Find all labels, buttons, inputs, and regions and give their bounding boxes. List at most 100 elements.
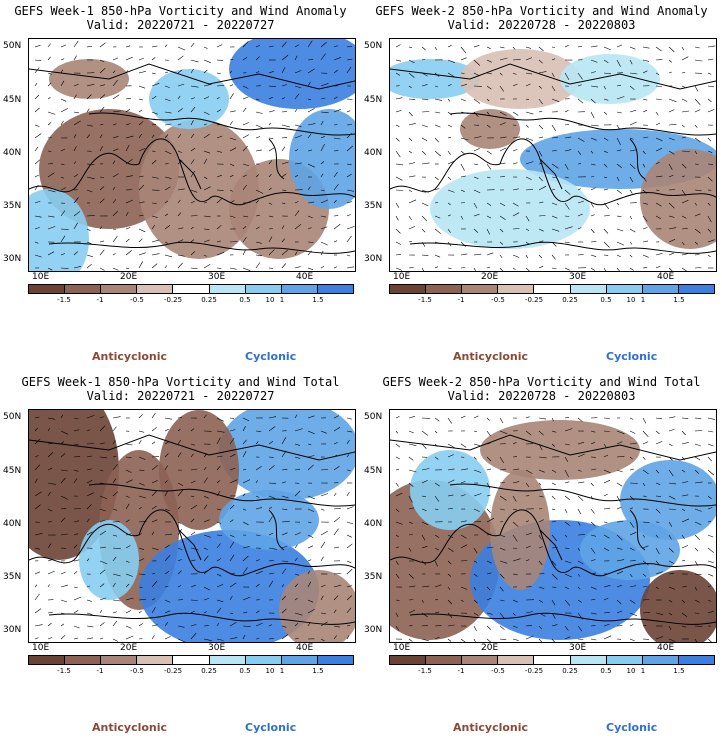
wind-vector: [525, 83, 531, 87]
wind-vector: [707, 176, 713, 182]
wind-vector: [177, 262, 183, 269]
wind-vector: [642, 534, 646, 538]
wind-vector: [268, 482, 277, 484]
coastline: [539, 158, 563, 190]
wind-vector: [590, 559, 596, 562]
wind-vector: [281, 202, 286, 204]
wind-vector: [99, 637, 104, 640]
wind-vector: [255, 124, 263, 129]
wind-vector: [707, 150, 713, 153]
wind-vector: [99, 226, 103, 230]
wind-vector: [255, 98, 260, 101]
wind-vector: [655, 175, 663, 178]
wind-vector: [421, 111, 430, 113]
wind-vector: [460, 163, 465, 171]
wind-vector: [203, 519, 210, 523]
wind-vector: [177, 150, 182, 153]
wind-vector: [307, 40, 313, 48]
wind-vector: [203, 83, 212, 87]
wind-vector: [538, 201, 544, 204]
wind-vector: [616, 189, 622, 194]
wind-vector: [268, 215, 274, 218]
wind-vector: [473, 213, 480, 217]
wind-vector: [242, 96, 249, 100]
wind-vector: [60, 98, 67, 102]
wind-vector: [629, 46, 636, 50]
wind-vector: [486, 517, 495, 523]
wind-vector: [164, 480, 168, 484]
wind-vector: [421, 638, 429, 642]
wind-vector: [346, 173, 352, 178]
wind-vector: [486, 163, 492, 170]
wind-vector: [294, 557, 298, 562]
wind-vector: [499, 202, 506, 207]
wind-vector: [460, 98, 466, 102]
wind-vector: [86, 108, 90, 113]
wind-vector: [694, 612, 700, 614]
wind-vector: [203, 495, 209, 499]
lat-label: 35N: [364, 572, 383, 582]
wind-vector: [86, 189, 93, 193]
wind-vector: [460, 534, 467, 539]
wind-vector: [447, 98, 451, 102]
coastline: [449, 483, 716, 507]
wind-vector: [73, 161, 77, 165]
coastline: [268, 509, 285, 551]
wind-vector: [499, 57, 508, 61]
wind-vector: [577, 521, 581, 526]
wind-vector: [333, 454, 338, 458]
wind-vector: [138, 71, 146, 74]
wind-vector: [642, 560, 649, 566]
wind-vector: [395, 189, 404, 191]
wind-vector: [151, 573, 156, 575]
wind-vector: [603, 479, 611, 484]
wind-vector: [34, 83, 38, 87]
wind-vector: [603, 98, 609, 101]
wind-vector: [190, 453, 194, 458]
wind-vector: [164, 265, 168, 269]
wind-vector: [151, 456, 160, 458]
wind-vector: [177, 428, 181, 432]
wind-vector: [86, 94, 92, 100]
wind-vector: [694, 417, 702, 419]
wind-vector: [512, 136, 521, 139]
colorbar-tick: 1.5: [673, 296, 685, 304]
wind-vector: [473, 45, 480, 48]
wind-vector: [512, 612, 516, 616]
wind-vector: [125, 625, 132, 629]
colorbar-swatch: [281, 285, 318, 293]
wind-vector: [642, 625, 647, 627]
wind-vector: [707, 98, 712, 103]
wind-vector: [125, 98, 131, 100]
wind-vector: [590, 612, 597, 615]
wind-vector: [538, 508, 543, 510]
wind-vector: [255, 465, 262, 471]
colorbar-tick: -1: [457, 667, 465, 675]
wind-vector: [564, 508, 568, 514]
wind-vector: [320, 189, 325, 191]
colorbar-tick: -1.5: [57, 296, 71, 304]
wind-vector: [320, 215, 327, 218]
wind-vector: [307, 521, 312, 523]
wind-vector: [138, 184, 145, 191]
wind-vector: [473, 456, 477, 460]
colorbar-swatch: [281, 656, 318, 664]
wind-vector: [525, 267, 530, 271]
wind-vector: [34, 504, 41, 510]
wind-vector: [408, 443, 417, 446]
wind-vector: [320, 430, 327, 434]
wind-vector: [525, 635, 534, 640]
wind-vector: [112, 547, 121, 550]
wind-vector: [538, 599, 543, 603]
wind-vector: [47, 482, 56, 485]
colorbar-swatch: [173, 656, 210, 664]
wind-vector: [590, 482, 594, 487]
coastline: [569, 191, 716, 206]
wind-vector: [603, 534, 610, 539]
wind-vector: [138, 520, 147, 523]
wind-vector: [395, 176, 403, 181]
wind-vector: [294, 223, 302, 230]
wind-vector: [177, 199, 181, 204]
wind-vector: [681, 136, 686, 139]
wind-vector: [694, 430, 703, 432]
